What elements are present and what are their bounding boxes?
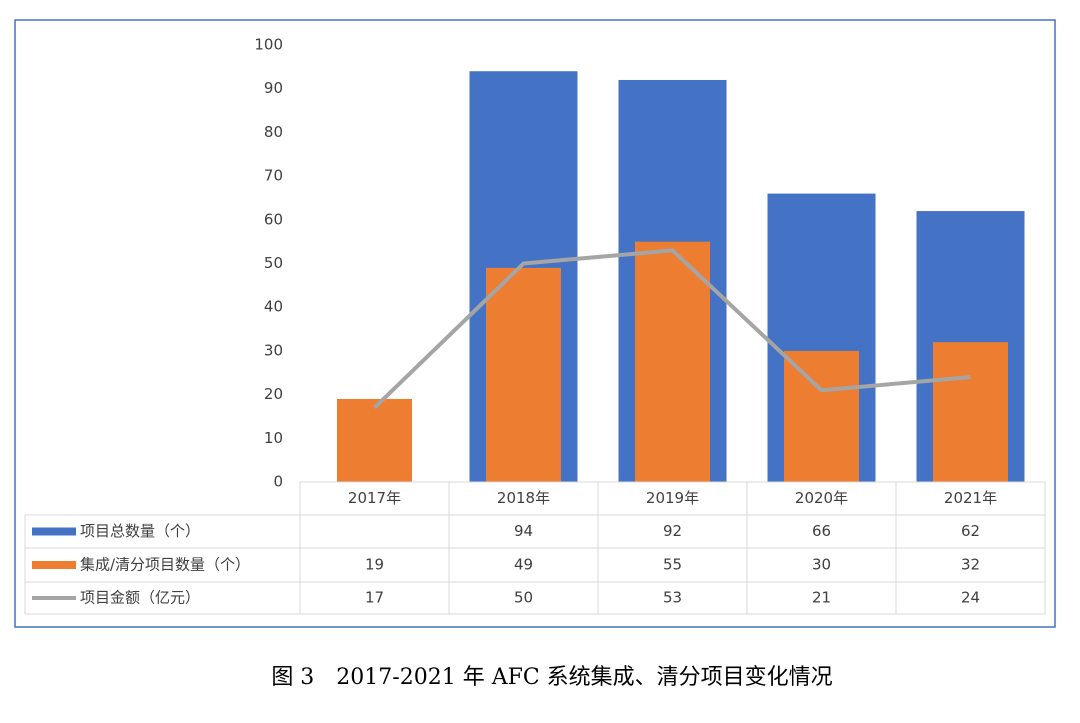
legend-key (32, 527, 76, 536)
table-value: 21 (812, 589, 831, 607)
x-tick-label: 2018年 (497, 489, 550, 507)
x-tick-label: 2017年 (348, 489, 401, 507)
x-tick-label: 2019年 (646, 489, 699, 507)
table-value: 49 (514, 556, 533, 574)
bar (635, 241, 710, 482)
y-tick-label: 80 (264, 123, 283, 141)
bar (337, 398, 412, 482)
bar (784, 350, 859, 482)
bar (486, 267, 561, 482)
bar (933, 342, 1008, 482)
y-tick-label: 10 (264, 429, 283, 447)
y-tick-label: 100 (254, 36, 283, 54)
legend-label: 项目总数量（个） (80, 522, 200, 540)
y-tick-label: 40 (264, 298, 283, 316)
caption: 图 3 2017-2021 年 AFC 系统集成、清分项目变化情况 (271, 665, 832, 690)
table-value: 66 (812, 522, 831, 540)
legend-label: 集成/清分项目数量（个） (80, 556, 250, 574)
y-tick-label: 0 (273, 473, 283, 491)
y-tick-label: 50 (264, 254, 283, 272)
table-value: 92 (663, 522, 682, 540)
table-value: 17 (365, 589, 384, 607)
y-tick-label: 20 (264, 385, 283, 403)
x-tick-label: 2020年 (795, 489, 848, 507)
table-value: 53 (663, 589, 682, 607)
table-value: 32 (961, 556, 980, 574)
table-value: 55 (663, 556, 682, 574)
table-value: 94 (514, 522, 533, 540)
y-tick-label: 70 (264, 167, 283, 185)
legend-key (32, 561, 76, 569)
line-series (373, 248, 971, 410)
table-value: 62 (961, 522, 980, 540)
x-tick-label: 2021年 (944, 489, 997, 507)
y-tick-label: 60 (264, 210, 283, 228)
legend-label: 项目金额（亿元） (80, 589, 200, 607)
table-value: 50 (514, 589, 533, 607)
y-tick-label: 90 (264, 79, 283, 97)
table-value: 30 (812, 556, 831, 574)
y-tick-label: 30 (264, 341, 283, 359)
table-value: 19 (365, 556, 384, 574)
table-value: 24 (961, 589, 980, 607)
